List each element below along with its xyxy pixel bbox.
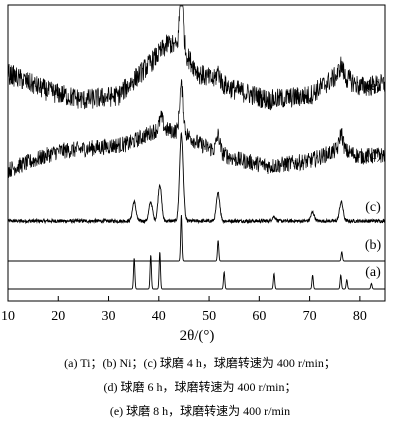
- curve-labels: (a) (b) (c) (d) (e): [365, 79, 382, 280]
- xrd-chart: 10 20 30 40 50 60 70 80 (a) (b) (c) (d) (e) 2θ/(°): [1, 4, 386, 344]
- xrd-curve-c: [7, 131, 386, 225]
- curve-label-d: (d): [365, 148, 382, 163]
- x-tick-label-10: 10: [1, 309, 15, 324]
- x-tick-label-50: 50: [202, 309, 216, 324]
- caption-line-3: (e) 球磨 8 h，球磨转速为 400 r/min: [109, 404, 291, 418]
- curve-label-c: (c): [365, 200, 381, 215]
- xrd-curve-a: [8, 252, 385, 290]
- xrd-curve-d: [7, 79, 386, 178]
- xrd-curve-b: [8, 214, 385, 262]
- caption-line-2: (d) 球磨 6 h，球磨转速为 400 r/min；: [103, 380, 297, 394]
- x-tick-label-20: 20: [51, 309, 65, 324]
- x-axis-ticks: 10 20 30 40 50 60 70 80: [1, 296, 367, 324]
- curve-label-a: (a): [365, 265, 381, 280]
- curve-label-e: (e): [365, 79, 381, 94]
- x-tick-label-60: 60: [252, 309, 266, 324]
- x-tick-label-70: 70: [303, 309, 317, 324]
- xrd-curve-e: [7, 5, 386, 111]
- x-axis-label: 2θ/(°): [180, 328, 215, 344]
- x-tick-label-30: 30: [102, 309, 116, 324]
- x-tick-label-80: 80: [353, 309, 367, 324]
- x-tick-label-40: 40: [152, 309, 166, 324]
- curve-label-b: (b): [365, 238, 382, 253]
- caption-line-1: (a) Ti；(b) Ni；(c) 球磨 4 h，球磨转速为 400 r/min…: [64, 356, 336, 370]
- xrd-curves: [7, 5, 386, 290]
